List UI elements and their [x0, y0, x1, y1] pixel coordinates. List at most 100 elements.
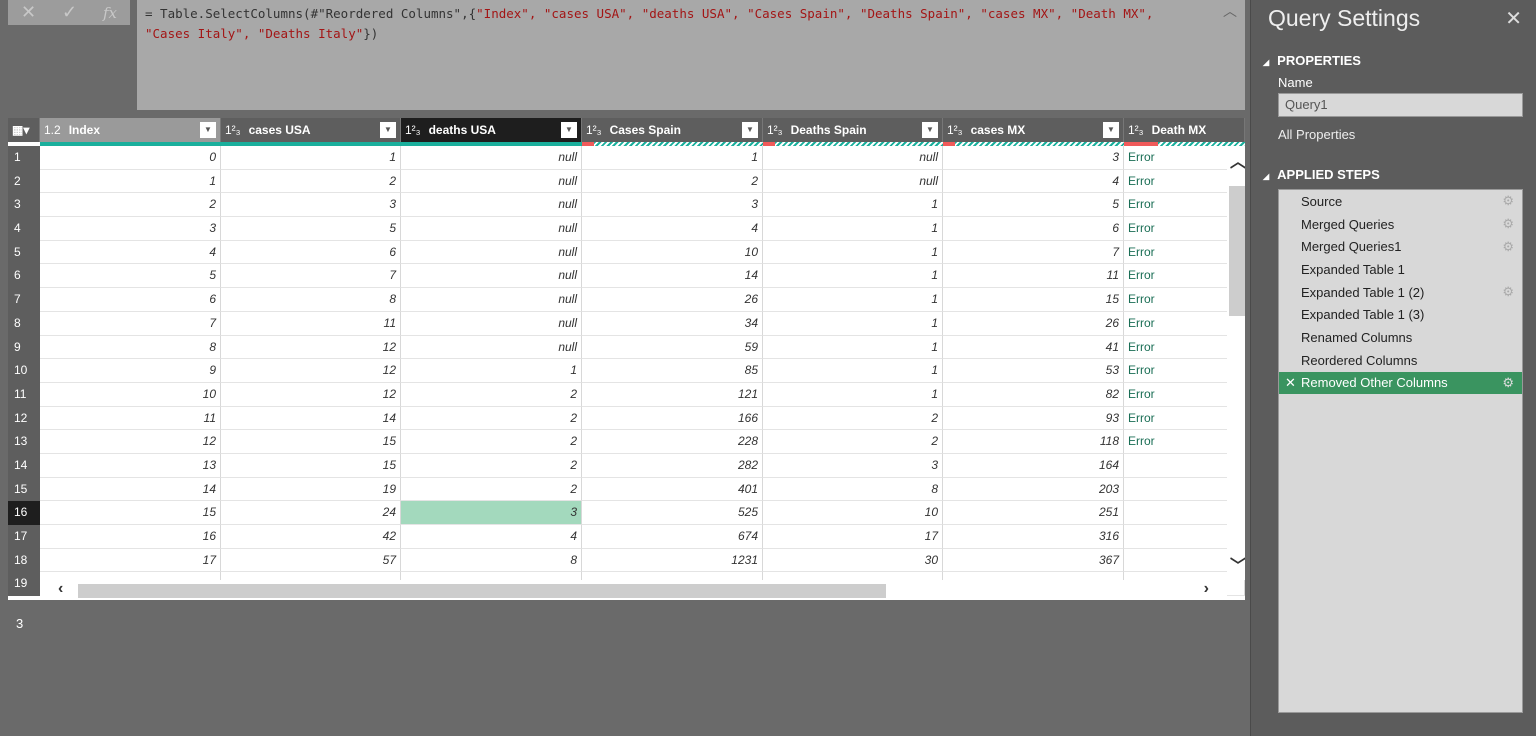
table-cell[interactable]: 1	[221, 146, 401, 170]
table-cell[interactable]: 6	[943, 217, 1124, 241]
table-cell[interactable]: 2	[763, 406, 943, 431]
table-cell[interactable]: 282	[582, 453, 763, 478]
applied-step[interactable]: Expanded Table 1 (2) ⚙	[1279, 281, 1522, 304]
table-cell[interactable]: 7	[221, 264, 401, 289]
table-cell[interactable]: 2	[401, 477, 582, 502]
table-cell[interactable]: 2	[401, 382, 582, 407]
table-cell[interactable]: 12	[221, 382, 401, 407]
column-header[interactable]: 1.2 Index ▼	[40, 118, 221, 142]
table-cell[interactable]: 4	[401, 525, 582, 549]
table-cell[interactable]: 5	[943, 193, 1124, 218]
applied-steps-header[interactable]: ◢ APPLIED STEPS	[1263, 167, 1380, 182]
table-cell[interactable]: 13	[40, 453, 221, 478]
table-cell[interactable]: 1	[763, 311, 943, 336]
table-cell[interactable]: null	[401, 288, 582, 312]
row-number[interactable]: 6	[8, 264, 40, 289]
table-cell[interactable]: 2	[401, 406, 582, 431]
applied-step[interactable]: Merged Queries1 ⚙	[1279, 235, 1522, 258]
table-cell[interactable]: 12	[40, 430, 221, 454]
filter-dropdown-icon[interactable]: ▼	[1103, 122, 1119, 138]
applied-step[interactable]: Source ⚙	[1279, 190, 1522, 213]
table-cell[interactable]: 1	[582, 146, 763, 170]
gear-icon[interactable]: ⚙	[1502, 238, 1514, 254]
table-cell[interactable]: 8	[763, 477, 943, 502]
table-cell[interactable]: 1	[763, 240, 943, 265]
filter-dropdown-icon[interactable]: ▼	[922, 122, 938, 138]
table-cell[interactable]: null	[401, 193, 582, 218]
table-cell[interactable]: 5	[40, 264, 221, 289]
row-number[interactable]: 2	[8, 169, 40, 194]
table-cell[interactable]: 12	[221, 335, 401, 360]
horizontal-scroll-thumb[interactable]	[78, 584, 886, 598]
table-cell[interactable]: 14	[582, 264, 763, 289]
table-cell[interactable]: 203	[943, 477, 1124, 502]
gear-icon[interactable]: ⚙	[1502, 374, 1514, 390]
table-cell[interactable]: 367	[943, 548, 1124, 573]
table-cell[interactable]: 85	[582, 359, 763, 383]
table-cell[interactable]: 4	[40, 240, 221, 265]
table-cell[interactable]: 251	[943, 501, 1124, 525]
table-cell[interactable]: 15	[40, 501, 221, 525]
applied-step[interactable]: Expanded Table 1 (3)	[1279, 303, 1522, 326]
table-cell[interactable]: 525	[582, 501, 763, 525]
applied-step[interactable]: Merged Queries ⚙	[1279, 213, 1522, 236]
table-cell[interactable]: 2	[582, 169, 763, 194]
table-cell[interactable]: 5	[221, 217, 401, 241]
table-cell[interactable]: null	[763, 146, 943, 170]
table-cell[interactable]: 15	[221, 453, 401, 478]
row-number[interactable]: 12	[8, 406, 40, 431]
table-cell[interactable]: 8	[40, 335, 221, 360]
table-cell[interactable]: 4	[943, 169, 1124, 194]
table-cell[interactable]: 1	[763, 264, 943, 289]
table-cell[interactable]: 19	[221, 477, 401, 502]
table-cell[interactable]: 93	[943, 406, 1124, 431]
gear-icon[interactable]: ⚙	[1502, 216, 1514, 232]
table-cell[interactable]: 57	[221, 548, 401, 573]
row-number[interactable]: 17	[8, 525, 40, 549]
table-cell[interactable]: 9	[40, 359, 221, 383]
table-cell[interactable]: 11	[943, 264, 1124, 289]
table-cell[interactable]: 1	[763, 193, 943, 218]
row-number[interactable]: 14	[8, 453, 40, 478]
query-name-input[interactable]: Query1	[1278, 93, 1523, 117]
vertical-scrollbar[interactable]: ︿ ﹀	[1227, 146, 1245, 580]
table-cell[interactable]: 17	[40, 548, 221, 573]
table-cell[interactable]: 41	[943, 335, 1124, 360]
filter-dropdown-icon[interactable]: ▼	[380, 122, 396, 138]
row-number[interactable]: 18	[8, 548, 40, 573]
table-cell[interactable]: 2	[763, 430, 943, 454]
formula-bar[interactable]: = Table.SelectColumns(#"Reordered Column…	[137, 0, 1245, 110]
table-cell[interactable]: 11	[221, 311, 401, 336]
row-number[interactable]: 19	[8, 572, 40, 597]
row-number[interactable]: 11	[8, 382, 40, 407]
table-cell[interactable]: null	[401, 311, 582, 336]
gear-icon[interactable]: ⚙	[1502, 284, 1514, 300]
vertical-scroll-thumb[interactable]	[1229, 186, 1245, 316]
type-icon[interactable]: 1²₃	[225, 123, 241, 137]
table-menu-icon[interactable]: ▦▾	[8, 118, 40, 142]
table-cell[interactable]: 6	[40, 288, 221, 312]
table-cell[interactable]: 401	[582, 477, 763, 502]
row-number[interactable]: 4	[8, 217, 40, 241]
delete-step-icon[interactable]: ✕	[1285, 374, 1296, 390]
type-icon[interactable]: 1²₃	[586, 123, 602, 137]
table-cell[interactable]: null	[763, 169, 943, 194]
table-cell[interactable]: null	[401, 264, 582, 289]
table-cell[interactable]: 30	[763, 548, 943, 573]
filter-dropdown-icon[interactable]: ▼	[742, 122, 758, 138]
table-cell[interactable]: null	[401, 169, 582, 194]
table-cell[interactable]: 2	[221, 169, 401, 194]
table-cell[interactable]: 3	[221, 193, 401, 218]
table-cell[interactable]: 0	[40, 146, 221, 170]
table-cell[interactable]: 4	[582, 217, 763, 241]
table-cell[interactable]: 14	[40, 477, 221, 502]
applied-step[interactable]: Expanded Table 1	[1279, 258, 1522, 281]
table-cell[interactable]: null	[401, 335, 582, 360]
applied-step[interactable]: Renamed Columns	[1279, 326, 1522, 349]
row-number[interactable]: 15	[8, 477, 40, 502]
scroll-down-icon[interactable]: ﹀	[1230, 558, 1245, 575]
fx-icon[interactable]: fx	[102, 3, 117, 22]
table-cell[interactable]: 1	[763, 359, 943, 383]
table-cell[interactable]: 166	[582, 406, 763, 431]
filter-dropdown-icon[interactable]: ▼	[561, 122, 577, 138]
